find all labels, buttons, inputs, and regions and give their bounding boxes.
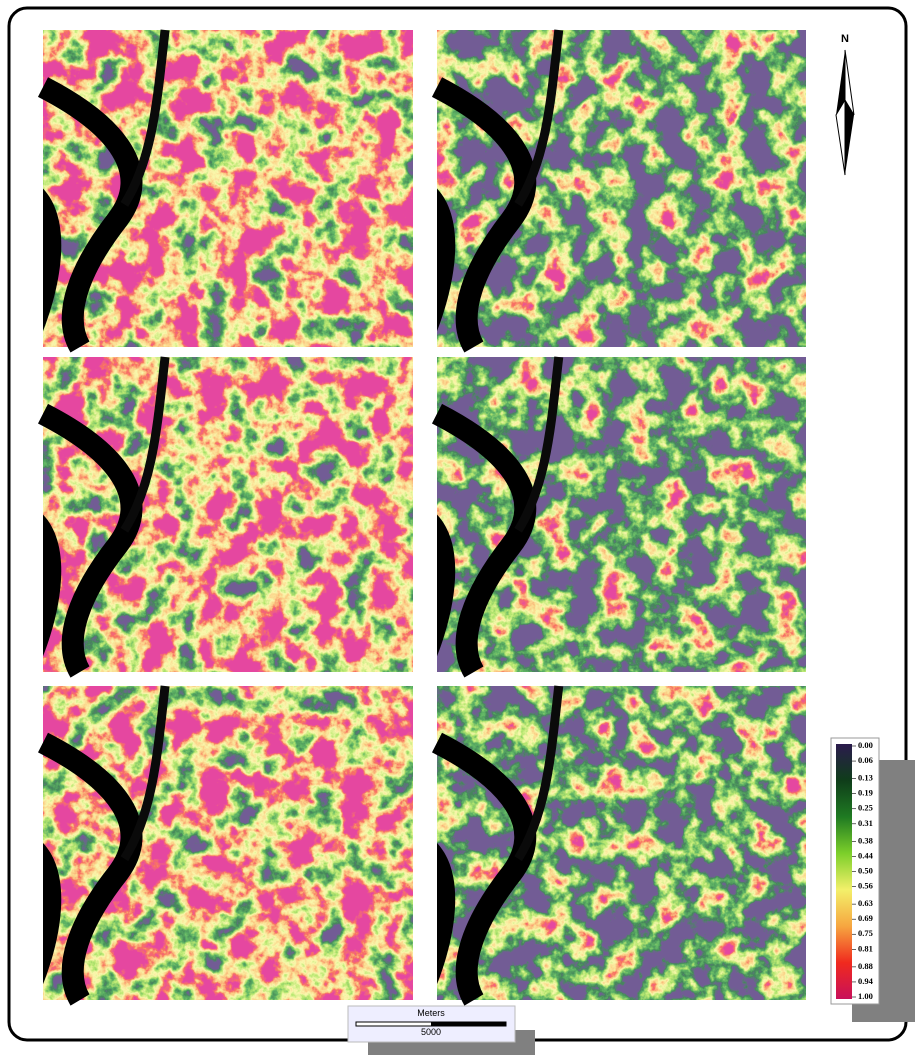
legend-tick-label: 0.69 <box>858 913 873 923</box>
legend-tick-label: 0.19 <box>858 788 873 798</box>
legend-tick-label: 0.38 <box>858 835 873 845</box>
scale-bar-half <box>431 1022 506 1026</box>
legend-tick-label: 0.75 <box>858 928 873 938</box>
raster-panel <box>437 357 806 672</box>
legend-tick-label: 0.50 <box>858 865 873 875</box>
legend-tick-label: 0.44 <box>858 850 874 860</box>
legend-tick-label: 0.56 <box>858 881 873 891</box>
color-ramp <box>836 744 852 999</box>
legend-tick-label: 0.31 <box>858 818 873 828</box>
legend-tick-label: 0.13 <box>858 773 873 783</box>
raster-panel <box>43 30 413 347</box>
north-label: N <box>841 33 849 45</box>
figure: N 0.00 0.06 0.13 0.19 0.25 0.31 0.38 0.44 0.50 0.… <box>0 0 915 1055</box>
raster-panel <box>43 357 413 672</box>
scale-unit: Meters <box>417 1008 445 1018</box>
legend-tick-label: 0.94 <box>858 976 874 986</box>
raster-panel <box>437 30 806 347</box>
legend-tick-label: 0.25 <box>858 803 873 813</box>
raster-panel <box>43 686 413 1000</box>
legend-tick-label: 0.81 <box>858 943 873 953</box>
legend-tick-label: 0.06 <box>858 755 873 765</box>
raster-panel <box>437 686 806 1000</box>
legend-tick-label: 0.63 <box>858 898 873 908</box>
legend-tick-label: 0.00 <box>858 740 873 750</box>
legend-tick-label: 0.88 <box>858 961 873 971</box>
scale-distance: 5000 <box>421 1027 441 1037</box>
legend-tick-label: 1.00 <box>858 991 873 1001</box>
